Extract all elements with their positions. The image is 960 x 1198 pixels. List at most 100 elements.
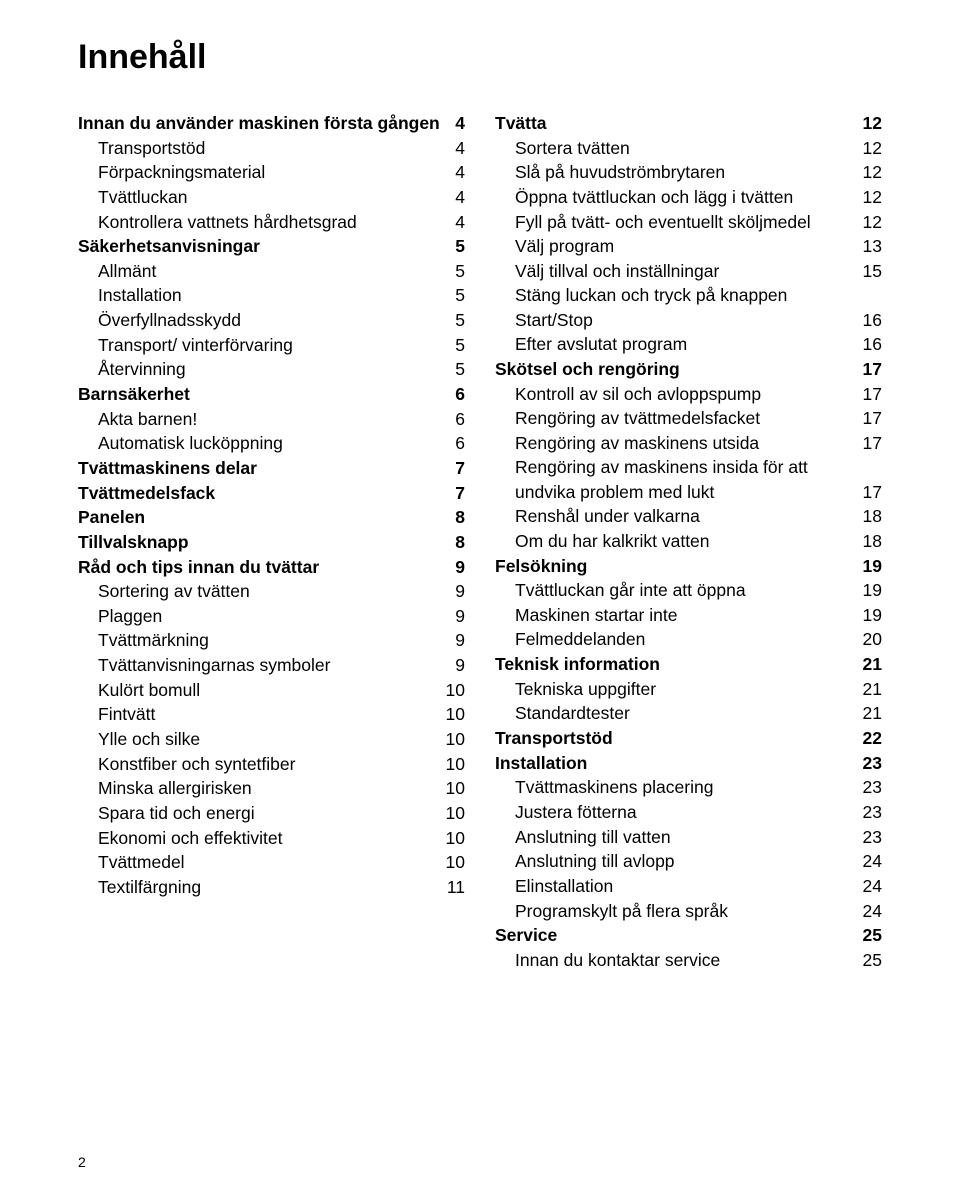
toc-entry-page: 5 [447,234,465,258]
toc-entry: Återvinning5 [78,357,465,381]
toc-entry-page: 5 [447,283,465,307]
toc-entry: Tvätta12 [495,111,882,135]
toc-entry-page: 12 [855,160,882,184]
toc-entry: Förpackningsmaterial4 [78,160,465,184]
toc-entry-page: 17 [855,406,882,430]
toc-entry-label: Rengöring av tvättmedelsfacket [495,406,855,430]
toc-entry: Tvättluckan4 [78,185,465,209]
toc-entry: Ylle och silke10 [78,727,465,751]
toc-entry-page: 5 [447,259,465,283]
toc-entry-page: 23 [855,775,882,799]
toc-entry: Allmänt5 [78,259,465,283]
toc-entry-page: 21 [855,652,882,676]
toc-entry-page: 5 [447,357,465,381]
toc-entry-label: Felmeddelanden [495,627,855,651]
toc-entry: Panelen8 [78,505,465,529]
toc-entry-page: 10 [438,826,465,850]
toc-entry-page: 4 [447,210,465,234]
toc-entry: Slå på huvudströmbrytaren12 [495,160,882,184]
toc-entry-page: 10 [438,776,465,800]
toc-entry: Skötsel och rengöring17 [495,357,882,381]
toc-entry-page: 9 [447,579,465,603]
toc-entry: Service25 [495,923,882,947]
toc-entry-page: 5 [447,308,465,332]
toc-entry: Felmeddelanden20 [495,627,882,651]
toc-entry-label: Teknisk information [495,652,855,676]
toc-entry-label: Om du har kalkrikt vatten [495,529,855,553]
toc-entry-page: 12 [855,136,882,160]
toc-entry: Tvättmaskinens delar7 [78,456,465,480]
toc-entry-page: 10 [438,727,465,751]
toc-entry-label: Tekniska uppgifter [495,677,855,701]
toc-entry-page: 24 [855,874,882,898]
toc-entry: Tvättmedel10 [78,850,465,874]
toc-entry: Stäng luckan och tryck på knappen Start/… [495,283,882,331]
toc-entry-label: Maskinen startar inte [495,603,855,627]
toc-entry: Tvättmärkning9 [78,628,465,652]
toc-entry-page: 18 [855,504,882,528]
toc-entry: Ekonomi och effektivitet10 [78,826,465,850]
toc-entry-label: Ekonomi och effektivitet [78,826,438,850]
toc-entry-label: Anslutning till vatten [495,825,855,849]
toc-entry-label: Fyll på tvätt- och eventuellt sköljmedel [495,210,855,234]
toc-entry-label: Tvättmaskinens placering [495,775,855,799]
toc-entry: Kontrollera vattnets hårdhetsgrad4 [78,210,465,234]
toc-entry-label: Välj program [495,234,855,258]
toc-entry-label: Elinstallation [495,874,855,898]
toc-entry-page: 7 [447,456,465,480]
toc-entry-label: Transport/ vinterförvaring [78,333,447,357]
toc-entry-label: Akta barnen! [78,407,447,431]
toc-entry-label: Tvättluckan [78,185,447,209]
toc-entry-label: Kontroll av sil och avloppspump [495,382,855,406]
toc-entry: Råd och tips innan du tvättar9 [78,555,465,579]
page-title: Innehåll [78,38,882,77]
toc-entry-label: Tvättmedel [78,850,438,874]
toc-entry: Rengöring av tvättmedelsfacket17 [495,406,882,430]
page-number: 2 [78,1154,86,1170]
toc-entry: Rengöring av maskinens utsida17 [495,431,882,455]
toc-entry-label: Innan du kontaktar service [495,948,855,972]
toc-entry: Teknisk information21 [495,652,882,676]
toc-entry: Barnsäkerhet6 [78,382,465,406]
toc-entry-label: Tvättanvisningarnas symboler [78,653,447,677]
toc-entry-label: Textilfärgning [78,875,439,899]
toc-entry-label: Panelen [78,505,447,529]
toc-entry-page: 17 [855,357,882,381]
toc-entry-label: Felsökning [495,554,855,578]
toc-entry: Tvättluckan går inte att öppna19 [495,578,882,602]
toc-entry: Standardtester21 [495,701,882,725]
toc-entry-label: Kulört bomull [78,678,438,702]
toc-entry: Anslutning till avlopp24 [495,849,882,873]
toc-entry-page: 9 [447,604,465,628]
toc-entry: Transport/ vinterförvaring5 [78,333,465,357]
toc-entry-label: Renshål under valkarna [495,504,855,528]
toc-entry-label: Transportstöd [78,136,447,160]
toc-entry-label: Plaggen [78,604,447,628]
toc-entry-label: Råd och tips innan du tvättar [78,555,447,579]
toc-entry-page: 19 [855,554,882,578]
toc-entry: Kulört bomull10 [78,678,465,702]
toc-entry: Transportstöd22 [495,726,882,750]
toc-entry: Textilfärgning11 [78,875,465,899]
toc-entry-page: 10 [438,678,465,702]
toc-entry: Innan du använder maskinen första gången… [78,111,465,135]
toc-entry-page: 16 [855,308,882,332]
toc-entry: Minska allergirisken10 [78,776,465,800]
toc-entry: Tvättanvisningarnas symboler9 [78,653,465,677]
toc-entry: Sortera tvätten12 [495,136,882,160]
toc-entry-page: 23 [855,800,882,824]
toc-entry-label: Tvättmärkning [78,628,447,652]
toc-entry: Tillvalsknapp8 [78,530,465,554]
toc-entry: Välj tillval och inställningar15 [495,259,882,283]
toc-entry-page: 10 [438,752,465,776]
toc-entry-page: 13 [855,234,882,258]
toc-entry-page: 11 [439,875,465,899]
toc-entry-page: 6 [447,407,465,431]
toc-entry-page: 25 [855,923,882,947]
toc-entry-label: Tillvalsknapp [78,530,447,554]
toc-entry-label: Spara tid och energi [78,801,438,825]
toc-entry-page: 12 [855,210,882,234]
toc-entry-page: 17 [855,431,882,455]
toc-entry-page: 23 [855,825,882,849]
toc-entry-label: Justera fötterna [495,800,855,824]
